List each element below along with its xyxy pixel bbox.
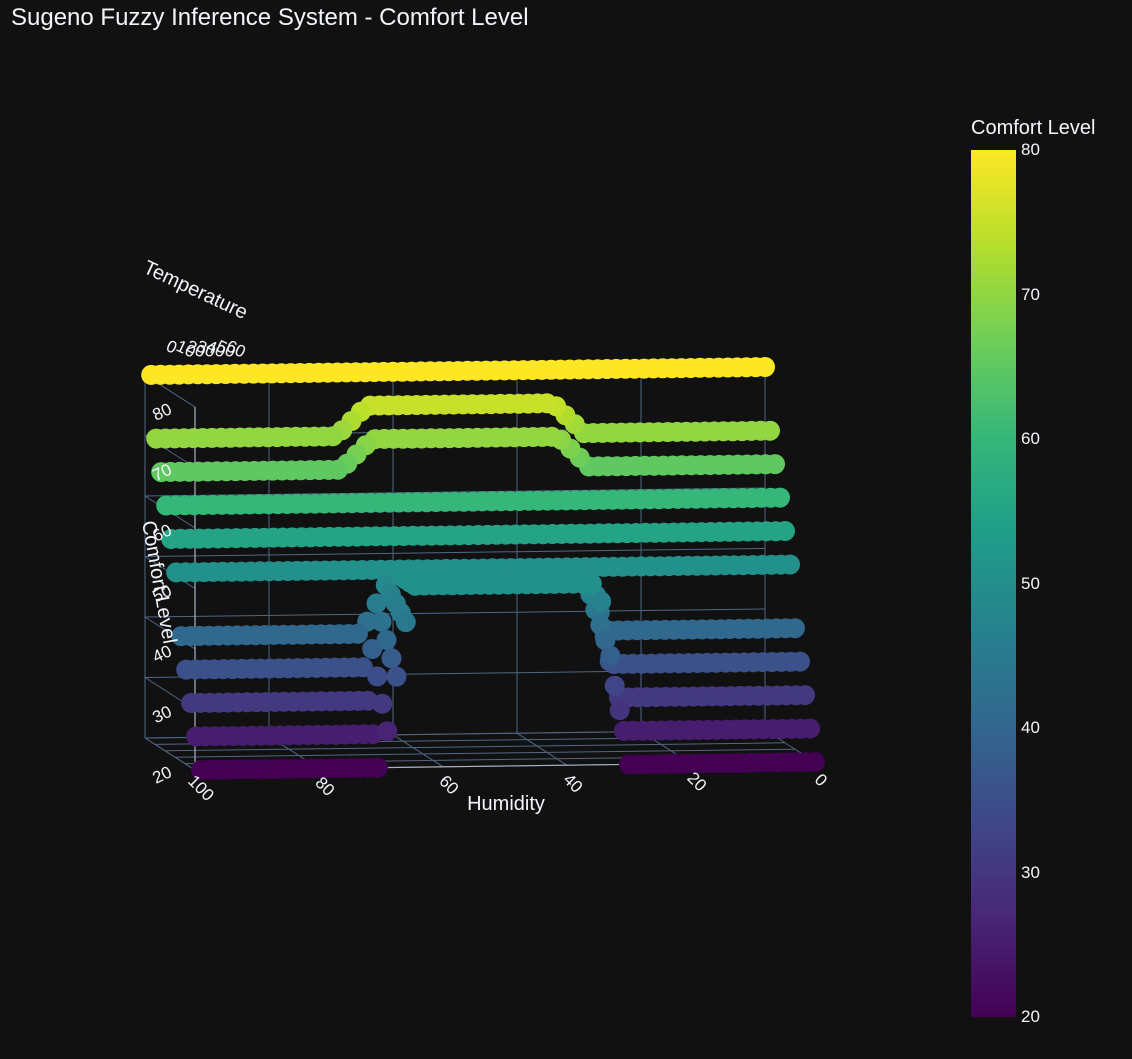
scatter3d-scene[interactable]: 100 80 60 40 20 0807060504030200102030405060H… [0, 0, 940, 1059]
y-axis-title: Temperature [140, 257, 251, 324]
x-tick-label: 60 [435, 772, 462, 799]
data-point [141, 364, 162, 385]
colorbar-tick: 20 [1021, 1007, 1040, 1026]
colorbar-tick: 50 [1021, 573, 1040, 593]
data-point [366, 593, 387, 614]
data-point [595, 630, 616, 651]
chart-title: Sugeno Fuzzy Inference System - Comfort … [11, 4, 529, 31]
data-point [381, 648, 402, 669]
colorbar-tick: 60 [1021, 429, 1040, 448]
data-point [161, 529, 182, 549]
data-point [405, 575, 426, 596]
data-point [590, 615, 611, 636]
data-point [376, 630, 397, 650]
data-point [151, 462, 172, 483]
data-point [604, 675, 625, 696]
colorbar [971, 150, 1016, 1017]
x-tick-label: 0 [811, 770, 831, 790]
data-point [176, 659, 197, 680]
data-point [372, 693, 393, 714]
data-point [609, 700, 630, 721]
data-point [146, 428, 167, 449]
z-tick-label: 30 [150, 702, 175, 727]
data-point [395, 612, 416, 633]
data-point [181, 693, 202, 713]
z-tick-label: 40 [150, 641, 175, 666]
data-point [591, 591, 612, 612]
data-point [186, 726, 207, 747]
data-point [171, 626, 192, 647]
data-point [166, 562, 187, 583]
data-point [377, 721, 398, 742]
colorbar-tick: 30 [1021, 862, 1040, 882]
x-tick-label: 40 [559, 770, 586, 797]
points-layer [141, 357, 825, 780]
data-point [619, 754, 639, 775]
z-tick-label: 80 [150, 399, 175, 424]
z-tick-label: 20 [150, 762, 175, 787]
data-point [614, 720, 634, 741]
colorbar-title: Comfort Level [971, 117, 1096, 139]
colorbar-tick: 80 [1021, 140, 1040, 159]
data-point [600, 645, 621, 666]
colorbar-tick: 70 [1021, 284, 1040, 304]
data-point [156, 495, 177, 516]
data-point [191, 759, 212, 780]
data-point [367, 666, 388, 687]
x-axis-title: Humidity [467, 793, 545, 815]
data-point [362, 639, 383, 659]
data-point [386, 666, 407, 687]
colorbar-tick: 40 [1021, 718, 1040, 737]
data-point [371, 611, 392, 632]
